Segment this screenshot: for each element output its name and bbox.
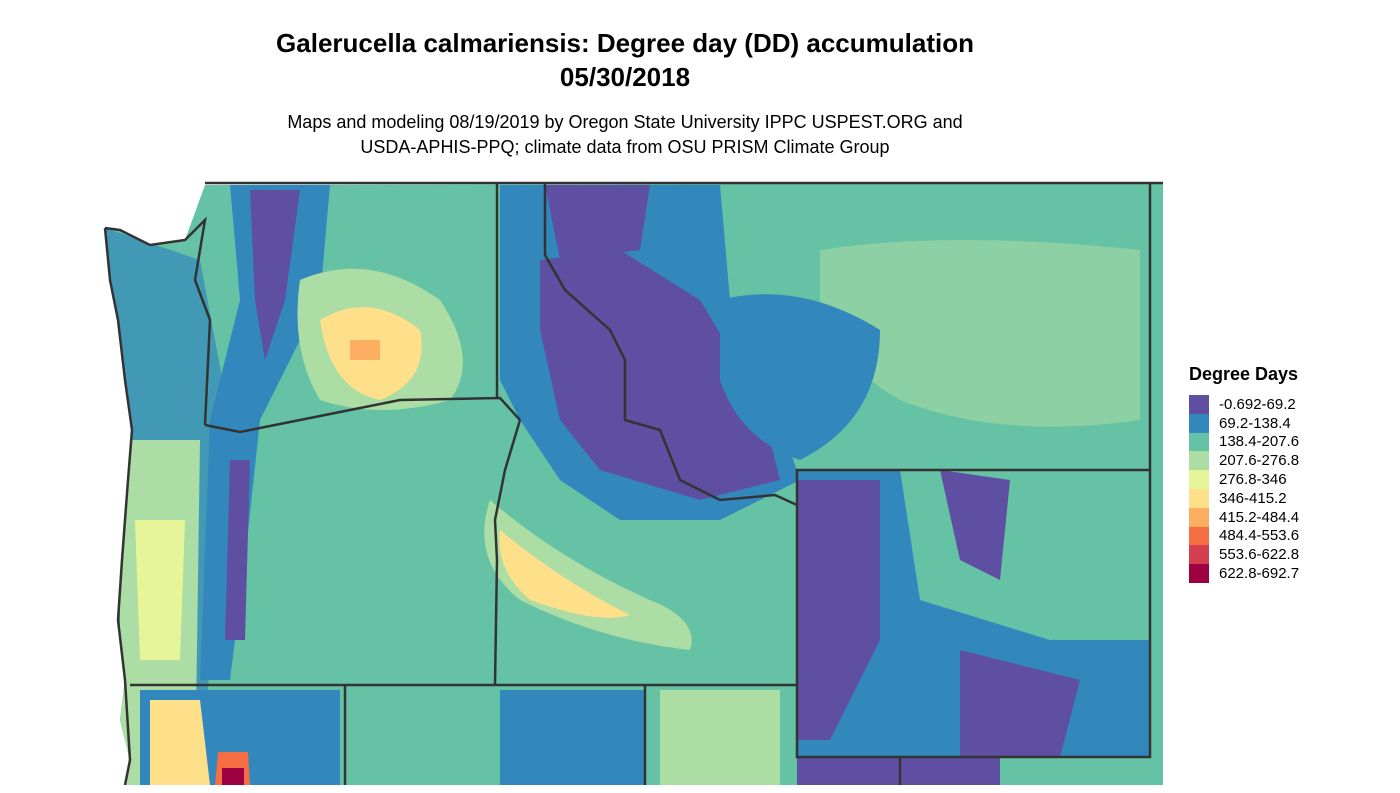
zone-basin-orange <box>350 340 380 360</box>
legend-swatch <box>1189 507 1209 527</box>
legend-swatch <box>1189 526 1209 546</box>
wa-or-border <box>204 396 521 434</box>
state-borders <box>103 181 1163 786</box>
legend-label: -0.692-69.2 <box>1219 395 1296 413</box>
legend-label: 622.8-692.7 <box>1219 565 1300 583</box>
legend-swatch <box>1189 413 1209 433</box>
legend-swatch <box>1189 488 1209 508</box>
legend-item: 622.8-692.7 <box>1189 564 1299 583</box>
zone-wyoming-purple <box>797 480 880 740</box>
legend-item: -0.692-69.2 <box>1189 395 1299 414</box>
zone-snake-yellow <box>499 530 630 618</box>
zone-valley-yellow <box>135 520 185 660</box>
legend-swatch <box>1189 432 1209 452</box>
zone-utah-purple <box>797 757 1000 785</box>
zone-idaho-purple <box>540 250 780 500</box>
coastline <box>103 216 212 786</box>
legend-label: 138.4-207.6 <box>1219 433 1300 451</box>
map-subtitle-line1: Maps and modeling 08/19/2019 by Oregon S… <box>287 112 963 132</box>
zone-california-yellow <box>150 700 210 785</box>
zone-nevada-blue <box>500 690 645 785</box>
legend-item: 553.6-622.8 <box>1189 545 1300 565</box>
zone-montana-blue <box>720 294 880 460</box>
legend-title: Degree Days <box>1189 364 1299 384</box>
zone-cascades-purple-2 <box>225 460 250 640</box>
legend-item: 415.2-484.4 <box>1189 507 1300 527</box>
legend-label: 484.4-553.6 <box>1219 527 1300 545</box>
map-date: 05/30/2018 <box>559 62 691 92</box>
raster-layer <box>105 183 1163 785</box>
zone-bighorn-purple <box>940 470 1010 580</box>
legend-label: 346-415.2 <box>1219 489 1287 507</box>
legend-swatch <box>1189 545 1209 565</box>
legend-swatch <box>1189 470 1209 489</box>
zone-light-green <box>820 240 1140 427</box>
legend-swatch <box>1189 564 1209 583</box>
map-title: Galerucella calmariensis: Degree day (DD… <box>276 28 974 58</box>
legend: Degree Days -0.692-69.2 69.2-138.4 138.4-2… <box>1189 364 1299 583</box>
legend-item: 346-415.2 <box>1189 488 1299 508</box>
legend-swatch <box>1189 451 1209 471</box>
legend-label: 553.6-622.8 <box>1219 546 1300 564</box>
zone-cascades-purple <box>250 190 300 360</box>
legend-swatch <box>1189 395 1209 414</box>
legend-item: 484.4-553.6 <box>1189 526 1300 546</box>
legend-item: 207.6-276.8 <box>1189 451 1300 471</box>
zone-north-idaho-purple <box>545 185 650 260</box>
or-id-border <box>493 419 522 686</box>
legend-label: 276.8-346 <box>1219 471 1287 489</box>
legend-label: 415.2-484.4 <box>1219 508 1300 526</box>
zone-nevada-green <box>660 690 780 785</box>
legend-label: 207.6-276.8 <box>1219 452 1300 470</box>
wyoming-border <box>795 468 1152 759</box>
zone-sacramento-red <box>222 768 244 785</box>
map-subtitle-line2: USDA-APHIS-PPQ; climate data from OSU PR… <box>360 137 890 157</box>
id-mt-border <box>543 183 798 507</box>
legend-label: 69.2-138.4 <box>1219 414 1291 432</box>
zone-south-wyoming-purple <box>960 650 1080 757</box>
zone-snake-green <box>484 500 692 650</box>
legend-item: 69.2-138.4 <box>1189 413 1299 433</box>
legend-item: 276.8-346 <box>1189 470 1299 489</box>
legend-item: 138.4-207.6 <box>1189 432 1300 452</box>
